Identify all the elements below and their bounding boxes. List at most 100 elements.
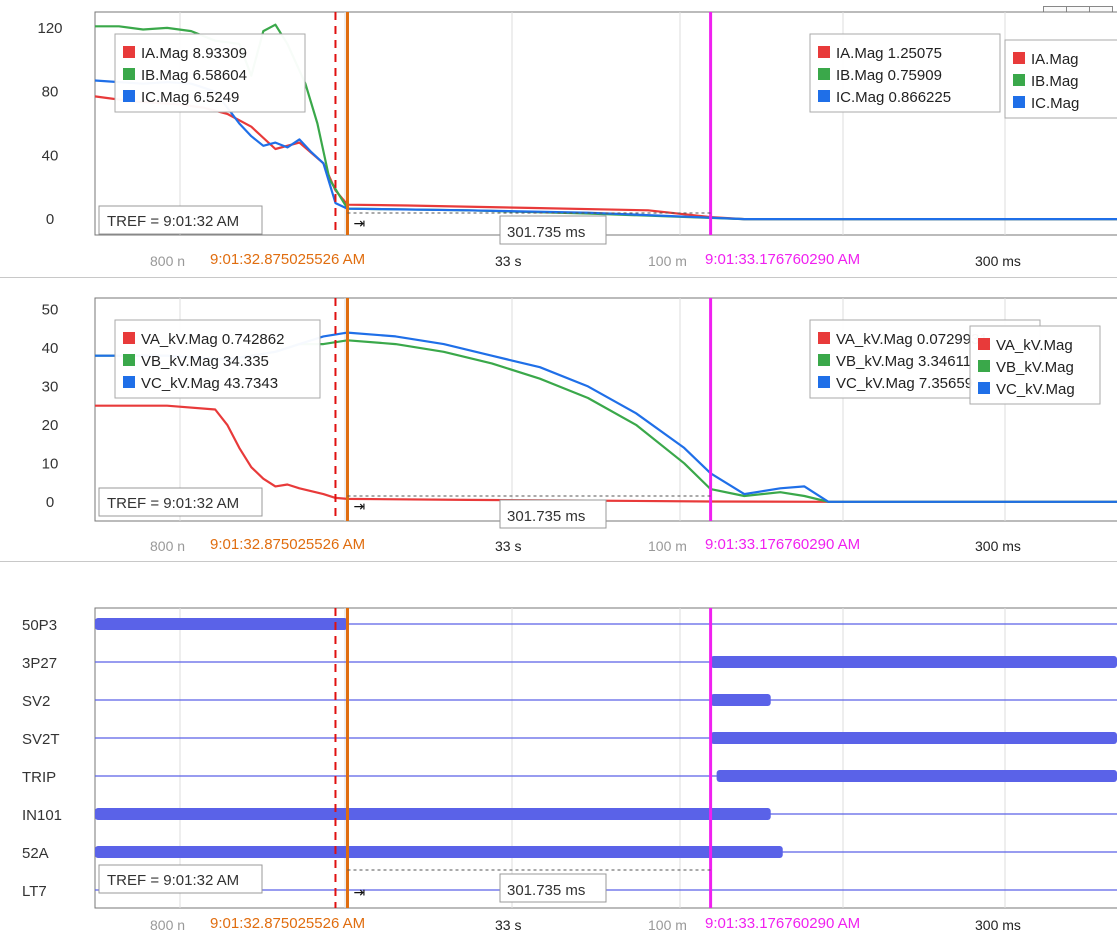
legend-swatch xyxy=(1013,52,1025,64)
y-tick-label: 50 xyxy=(42,302,59,319)
time-tick-label: 33 s xyxy=(495,538,521,554)
time-tick-label: 800 n xyxy=(150,538,185,554)
channel-label: 3P27 xyxy=(22,655,57,672)
time-tick-label: 300 ms xyxy=(975,538,1021,554)
legend-box xyxy=(809,33,1001,113)
legend-swatch xyxy=(978,360,990,372)
y-tick-label: 120 xyxy=(37,20,62,37)
legend-entry: VC_kV.Mag 7.35659 xyxy=(836,375,973,392)
cursor-2-time-label: 9:01:33.176760290 AM xyxy=(705,251,860,268)
legend-entry: VC_kV.Mag 43.7343 xyxy=(141,375,278,392)
legend-entry: VB_kV.Mag 3.34611 xyxy=(836,353,971,370)
legend-swatch xyxy=(818,332,830,344)
channel-active-bar[interactable] xyxy=(710,694,771,706)
legend-swatch xyxy=(818,90,830,102)
legend-box xyxy=(114,33,306,113)
time-tick-label: 33 s xyxy=(495,917,521,933)
y-tick-label: 0 xyxy=(46,494,54,511)
y-tick-label: 40 xyxy=(42,147,59,164)
legend-entry: IC.Mag 0.866225 xyxy=(836,89,951,106)
legend-swatch xyxy=(978,382,990,394)
legend-entry: VB_kV.Mag xyxy=(996,359,1074,376)
tref-label: TREF = 9:01:32 AM xyxy=(107,213,239,230)
legend-entry: IA.Mag xyxy=(1031,51,1079,68)
delta-arrow-icon: ⇥ xyxy=(353,884,365,900)
delta-label: 301.735 ms xyxy=(507,224,585,241)
tref-box xyxy=(98,487,263,517)
cursor-1-time-label: 9:01:32.875025526 AM xyxy=(210,536,365,553)
channel-label: IN101 xyxy=(22,807,62,824)
legend-entry: IC.Mag 6.5249 xyxy=(141,89,239,106)
voltage-panel: 50 40 30 20 10 0 VA_kV.Mag 0.742862 VB_kV.Mag 3… xyxy=(0,286,1117,558)
channel-active-bar[interactable] xyxy=(95,618,348,630)
legend-swatch xyxy=(1013,74,1025,86)
y-tick-label: 80 xyxy=(42,84,59,101)
delta-arrow-icon: ⇥ xyxy=(353,498,365,514)
voltage-chart[interactable]: 50 40 30 20 10 0 VA_kV.Mag 0.742862 VB_kV.Mag 3… xyxy=(0,286,1117,558)
legend-entry: VA_kV.Mag 0.742862 xyxy=(141,331,284,348)
time-tick-label: 300 ms xyxy=(975,917,1021,933)
time-tick-label: 100 m xyxy=(648,253,687,269)
legend-swatch xyxy=(818,68,830,80)
channel-label: SV2T xyxy=(22,731,60,748)
legend-swatch xyxy=(123,332,135,344)
y-tick-label: 30 xyxy=(42,378,59,395)
time-tick-label: 800 n xyxy=(150,253,185,269)
legend-swatch xyxy=(123,68,135,80)
legend-swatch xyxy=(818,354,830,366)
time-tick-label: 800 n xyxy=(150,917,185,933)
y-tick-label: 20 xyxy=(42,417,59,434)
panel-divider[interactable] xyxy=(0,561,1117,562)
time-tick-label: 100 m xyxy=(648,538,687,554)
channel-label: 52A xyxy=(22,845,49,862)
delta-box xyxy=(499,499,607,529)
channel-active-bar[interactable] xyxy=(710,732,1117,744)
delta-label: 301.735 ms xyxy=(507,508,585,525)
time-tick-label: 100 m xyxy=(648,917,687,933)
channel-active-bar[interactable] xyxy=(716,770,1117,782)
channel-active-bar[interactable] xyxy=(95,808,771,820)
time-tick-label: 33 s xyxy=(495,253,521,269)
legend-entry: IB.Mag 0.75909 xyxy=(836,67,942,84)
legend-entry: VB_kV.Mag 34.335 xyxy=(141,353,269,370)
cursor-1-time-label: 9:01:32.875025526 AM xyxy=(210,251,365,268)
channel-active-bar[interactable] xyxy=(710,656,1117,668)
channel-label: SV2 xyxy=(22,693,50,710)
y-tick-label: 10 xyxy=(42,455,59,472)
legend-swatch xyxy=(818,46,830,58)
legend-swatch xyxy=(123,46,135,58)
legend-entry: IC.Mag xyxy=(1031,95,1079,112)
legend-box xyxy=(114,319,321,399)
panel-divider[interactable] xyxy=(0,277,1117,278)
y-tick-label: 0 xyxy=(46,211,54,228)
cursor-1-time-label: 9:01:32.875025526 AM xyxy=(210,915,365,932)
legend-swatch xyxy=(123,354,135,366)
tref-label: TREF = 9:01:32 AM xyxy=(107,495,239,512)
tref-box xyxy=(98,205,263,235)
legend-box xyxy=(969,325,1101,405)
legend-swatch xyxy=(123,90,135,102)
digital-panel: 50P3 3P27 SV2 SV2T TRIP IN101 52A LT7 TREF = 9:0… xyxy=(0,570,1117,934)
channel-label: LT7 xyxy=(22,883,47,900)
time-tick-label: 300 ms xyxy=(975,253,1021,269)
legend-swatch xyxy=(978,338,990,350)
digital-chart[interactable]: 50P3 3P27 SV2 SV2T TRIP IN101 52A LT7 TREF = 9:0… xyxy=(0,570,1117,934)
legend-swatch xyxy=(1013,96,1025,108)
delta-box xyxy=(499,215,607,245)
legend-entry: IB.Mag 6.58604 xyxy=(141,67,247,84)
channel-label: 50P3 xyxy=(22,617,57,634)
plot-area[interactable] xyxy=(94,607,1117,909)
delta-box xyxy=(499,873,607,903)
cursor-2-time-label: 9:01:33.176760290 AM xyxy=(705,536,860,553)
legend-swatch xyxy=(818,376,830,388)
legend-entry: IA.Mag 1.25075 xyxy=(836,45,942,62)
legend-swatch xyxy=(123,376,135,388)
delta-arrow-icon: ⇥ xyxy=(353,215,365,231)
current-chart[interactable]: 120 80 40 0 IA.Mag 8.93309 IB.Mag 6.58604 IC.M… xyxy=(0,0,1117,276)
delta-label: 301.735 ms xyxy=(507,882,585,899)
y-tick-label: 40 xyxy=(42,340,59,357)
current-panel: 120 80 40 0 IA.Mag 8.93309 IB.Mag 6.58604 IC.M… xyxy=(0,0,1117,276)
legend-entry: IA.Mag 8.93309 xyxy=(141,45,247,62)
channel-active-bar[interactable] xyxy=(95,846,783,858)
tref-box xyxy=(98,864,263,894)
